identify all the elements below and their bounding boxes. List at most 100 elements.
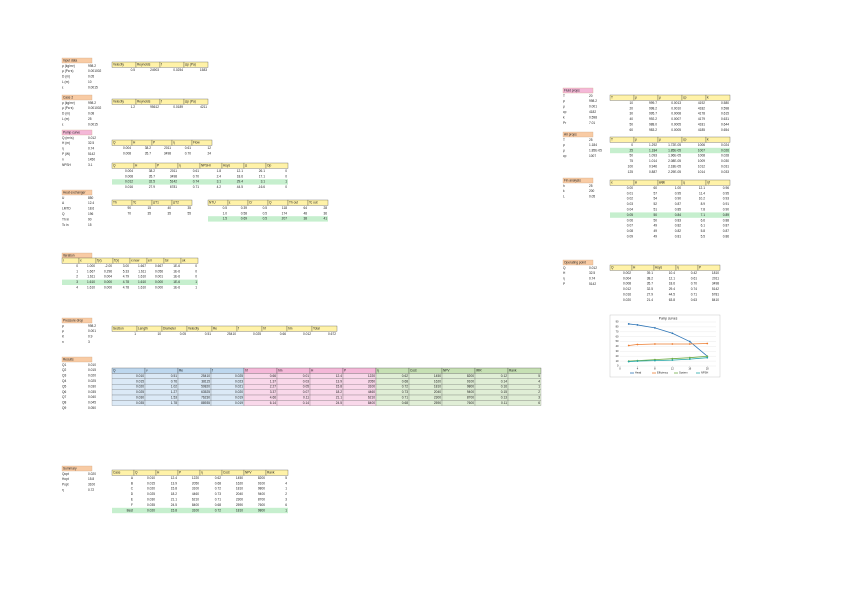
cell: 3 xyxy=(285,498,287,502)
cell: 0.004 xyxy=(104,275,112,279)
cell: 7600 xyxy=(258,503,265,507)
cell: 2011 xyxy=(164,146,171,150)
header-cell xyxy=(171,139,193,146)
cell: 18.2 xyxy=(171,492,177,496)
cell: 0.13 xyxy=(501,396,507,400)
header-text: Reynolds xyxy=(137,100,151,104)
cell: 3100 xyxy=(88,483,95,487)
cell: 10 xyxy=(88,80,92,84)
header-cell xyxy=(705,94,731,101)
cell: 6210 xyxy=(368,396,375,400)
cell: 0.001 xyxy=(88,329,96,333)
cell: 1.610 xyxy=(138,286,146,290)
header-cell xyxy=(61,257,80,264)
header-text: k xyxy=(707,138,709,142)
cell: 63525 xyxy=(201,390,210,394)
cell: 3100 xyxy=(192,508,199,512)
header-text: q xyxy=(683,181,685,185)
header-cell xyxy=(633,136,659,143)
cell: 4178 xyxy=(698,112,705,116)
cell: 0.001 xyxy=(155,275,163,279)
cell: 7600 xyxy=(467,401,474,405)
cell: 0.62 xyxy=(402,374,408,378)
header-text: Length xyxy=(138,327,148,331)
cell: 11.4 xyxy=(699,191,705,195)
cell: L (m) xyxy=(62,117,69,121)
cell: 0.667 xyxy=(155,264,163,268)
cell: 196 xyxy=(88,212,94,216)
body-cell xyxy=(507,400,542,406)
header-text: f xyxy=(212,369,213,373)
cell: 25410 xyxy=(201,374,210,378)
header-cell xyxy=(705,179,731,186)
cell: H xyxy=(563,271,566,275)
cell: 0.020 xyxy=(147,508,155,512)
cell: 0.030 xyxy=(721,159,729,163)
cell: D (m) xyxy=(62,112,70,116)
cell: 9100 xyxy=(467,379,474,383)
cell: 1220 xyxy=(368,374,375,378)
cell: 18.6 xyxy=(669,282,675,286)
cell: 0.70 xyxy=(193,174,199,178)
header-text: ηf xyxy=(707,181,710,185)
cell: 2.18E-05 xyxy=(668,165,681,169)
cell: 2590 xyxy=(434,401,441,405)
cell: 25 xyxy=(629,148,633,152)
cell: 0.12 xyxy=(501,374,507,378)
cell: 0.008 xyxy=(623,282,631,286)
y-tick-label: 90 xyxy=(616,320,619,324)
cell: 1450 xyxy=(88,157,95,161)
cell: C xyxy=(131,487,134,491)
cell: 1.5 xyxy=(223,217,228,221)
cell: 2.08E-05 xyxy=(668,159,681,163)
cell: 7.01 xyxy=(589,121,595,125)
cell: 1.85E-05 xyxy=(668,148,681,152)
cell: 1620 xyxy=(236,481,243,485)
y-tick-label: 0 xyxy=(617,364,619,368)
cell: 0.020 xyxy=(88,472,96,476)
header-text: η xyxy=(179,164,181,168)
point xyxy=(671,359,674,362)
cell: 1810 xyxy=(434,385,441,389)
cell: 0.03 xyxy=(303,379,309,383)
header-text: Δ xyxy=(245,164,248,168)
legend-label: NPSH xyxy=(701,371,708,375)
cell: 6 xyxy=(285,503,287,507)
section-title: Case 2 xyxy=(63,95,73,99)
cell: 0.11 xyxy=(501,401,507,405)
cell: 0.019 xyxy=(235,396,243,400)
cell: 15 xyxy=(147,206,151,210)
cell: Q3 xyxy=(62,374,66,378)
cell: 60 xyxy=(629,128,633,132)
header-text: Δp (Pa) xyxy=(185,63,196,67)
cell: 0.5 xyxy=(263,206,268,210)
point xyxy=(688,356,691,359)
cell: 0 xyxy=(195,275,197,279)
cell: 10 xyxy=(157,332,161,336)
cell: 1E-6 xyxy=(173,280,180,284)
header-text: f xyxy=(161,63,162,67)
cell: 0 xyxy=(76,264,78,268)
cell: 49 xyxy=(653,229,657,233)
cell: 0.86 xyxy=(723,235,729,239)
cell: 9800 xyxy=(258,487,265,491)
cell: 6.14 xyxy=(270,401,276,405)
cell: 38.2 xyxy=(149,169,155,173)
cell: 0.0005 xyxy=(671,123,681,127)
cell: 0.000 xyxy=(104,280,112,284)
cell: 0.0189 xyxy=(173,105,183,109)
cell: 9400 xyxy=(258,492,265,496)
cell: 0.88 xyxy=(723,218,729,222)
cell: 7.1 xyxy=(701,213,706,217)
header-cell xyxy=(180,257,199,264)
cell: 1.611 xyxy=(138,269,146,273)
header-text: v xyxy=(146,369,148,373)
cell: 4460 xyxy=(368,390,375,394)
cell: 12.1 xyxy=(699,186,705,190)
cell: 0.010 xyxy=(147,476,155,480)
header-text: Q xyxy=(113,141,116,145)
cell: 0 xyxy=(195,269,197,273)
cell: 29.4 xyxy=(237,180,243,184)
